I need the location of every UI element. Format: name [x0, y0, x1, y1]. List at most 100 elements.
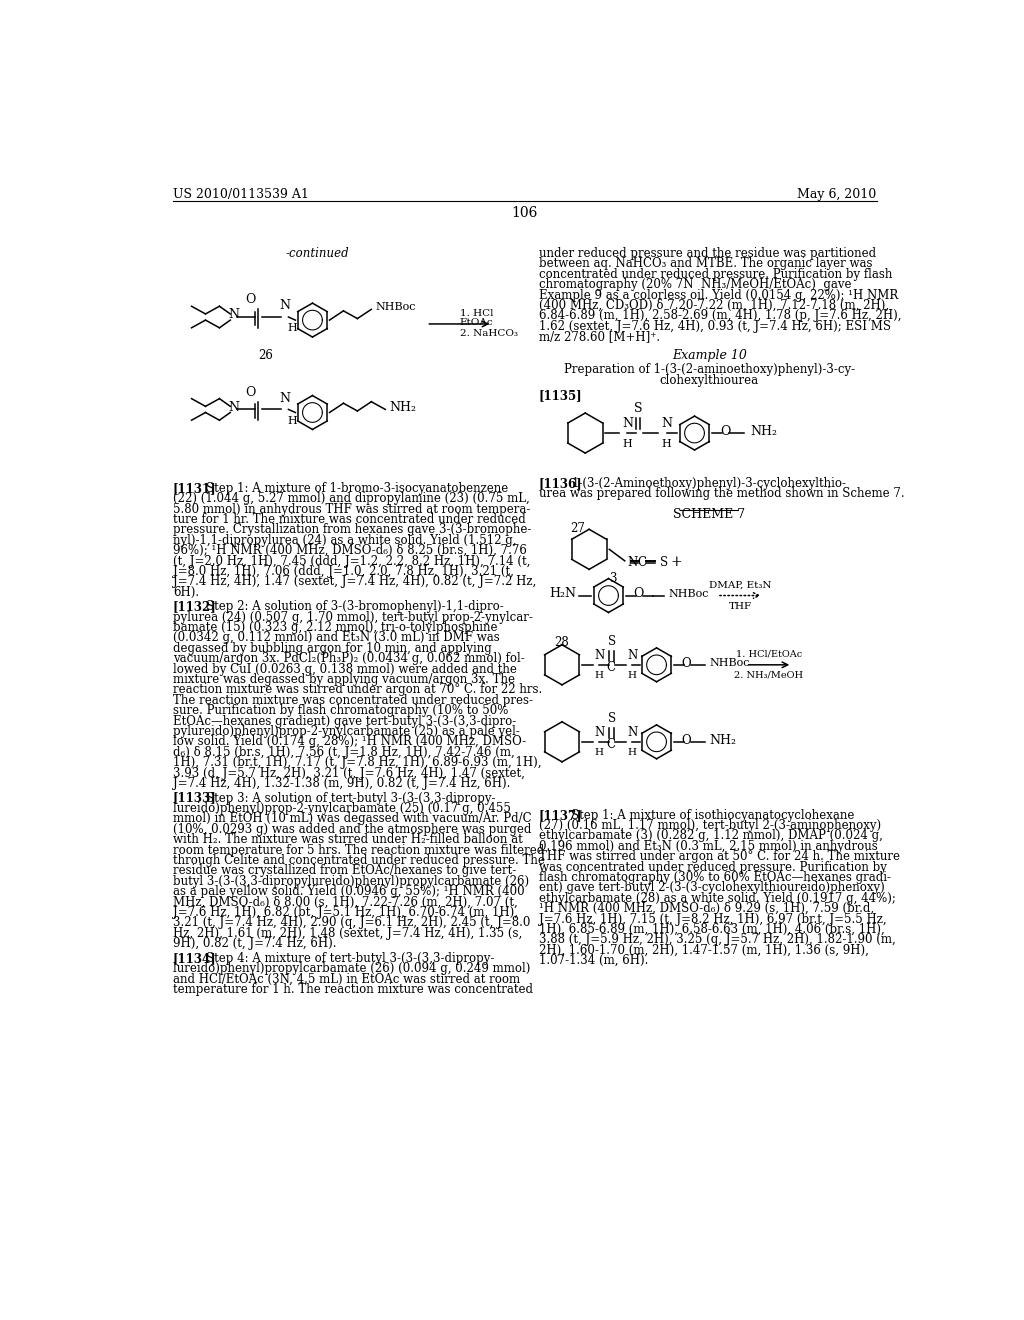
Text: J=7.4 Hz, 4H), 1.32-1.38 (m, 9H), 0.82 (t, J=7.4 Hz, 6H).: J=7.4 Hz, 4H), 1.32-1.38 (m, 9H), 0.82 (… [173, 777, 510, 789]
Text: 1. HCl: 1. HCl [460, 309, 494, 318]
Text: SCHEME 7: SCHEME 7 [673, 508, 745, 521]
Text: H: H [623, 440, 632, 449]
Text: J=7.6 Hz, 1H), 6.82 (bt, J=5.1 Hz, 1H), 6.70-6.74 (m, 1H),: J=7.6 Hz, 1H), 6.82 (bt, J=5.1 Hz, 1H), … [173, 906, 518, 919]
Text: J=7.6 Hz, 1H), 7.15 (t, J=8.2 Hz, 1H), 6.97 (br.t, J=5.5 Hz,: J=7.6 Hz, 1H), 7.15 (t, J=8.2 Hz, 1H), 6… [539, 912, 887, 925]
Text: THF was stirred under argon at 50° C. for 24 h. The mixture: THF was stirred under argon at 50° C. fo… [539, 850, 900, 863]
Text: Step 4: A mixture of tert-butyl 3-(3-(3,3-dipropy-: Step 4: A mixture of tert-butyl 3-(3-(3,… [206, 952, 494, 965]
Text: [1136]: [1136] [539, 477, 583, 490]
Text: 3.93 (d, J=5.7 Hz, 2H), 3.21 (t, J=7.6 Hz, 4H), 1.47 (sextet,: 3.93 (d, J=5.7 Hz, 2H), 3.21 (t, J=7.6 H… [173, 767, 525, 780]
Text: Example 10: Example 10 [672, 348, 746, 362]
Text: 96%); ¹H NMR (400 MHz, DMSO-d₆) δ 8.25 (br.s, 1H), 7.76: 96%); ¹H NMR (400 MHz, DMSO-d₆) δ 8.25 (… [173, 544, 526, 557]
Text: J=8.0 Hz, 1H), 7.06 (ddd, J=1.0, 2.0, 7.8 Hz, 1H), 3.21 (t,: J=8.0 Hz, 1H), 7.06 (ddd, J=1.0, 2.0, 7.… [173, 565, 514, 578]
Text: bamate (15) (0.323 g, 2.12 mmol), tri-o-tolylphosphine: bamate (15) (0.323 g, 2.12 mmol), tri-o-… [173, 622, 498, 634]
Text: residue was crystallized from EtOAc/hexanes to give tert-: residue was crystallized from EtOAc/hexa… [173, 865, 516, 878]
Text: S: S [607, 711, 615, 725]
Text: as a pale yellow solid. Yield (0.0946 g, 55%); ¹H NMR (400: as a pale yellow solid. Yield (0.0946 g,… [173, 886, 524, 898]
Text: O: O [720, 425, 731, 438]
Text: 1H), 6.85-6.89 (m, 1H), 6.58-6.63 (m, 1H), 4.06 (br.s, 1H),: 1H), 6.85-6.89 (m, 1H), 6.58-6.63 (m, 1H… [539, 923, 885, 936]
Text: EtOAc—hexanes gradient) gave tert-butyl 3-(3-(3,3-dipro-: EtOAc—hexanes gradient) gave tert-butyl … [173, 714, 516, 727]
Text: N: N [627, 556, 637, 569]
Text: pylurea (24) (0.507 g, 1.70 mmol), tert-butyl prop-2-ynylcar-: pylurea (24) (0.507 g, 1.70 mmol), tert-… [173, 611, 532, 623]
Text: ethylcarbamate (28) as a white solid. Yield (0.1917 g, 44%);: ethylcarbamate (28) as a white solid. Yi… [539, 892, 896, 904]
Text: [1133]: [1133] [173, 792, 217, 805]
Text: N: N [623, 417, 634, 430]
Text: 5.80 mmol) in anhydrous THF was stirred at room tempera-: 5.80 mmol) in anhydrous THF was stirred … [173, 503, 530, 516]
Text: H: H [288, 323, 297, 333]
Text: C: C [637, 556, 646, 569]
Text: 1.62 (sextet, J=7.6 Hz, 4H), 0.93 (t, J=7.4 Hz, 6H); ESI MS: 1.62 (sextet, J=7.6 Hz, 4H), 0.93 (t, J=… [539, 319, 891, 333]
Text: m/z 278.60 [M+H]⁺.: m/z 278.60 [M+H]⁺. [539, 330, 659, 343]
Text: low solid. Yield (0.174 g, 28%); ¹H NMR (400 MHz, DMSO-: low solid. Yield (0.174 g, 28%); ¹H NMR … [173, 735, 526, 748]
Text: urea was prepared following the method shown in Scheme 7.: urea was prepared following the method s… [539, 487, 904, 500]
Text: S: S [607, 635, 615, 648]
Text: C: C [606, 738, 615, 751]
Text: vacuum/argon 3x. PdCl₂(Ph₃P)₂ (0.0434 g, 0.062 mmol) fol-: vacuum/argon 3x. PdCl₂(Ph₃P)₂ (0.0434 g,… [173, 652, 524, 665]
Text: 1. HCl/EtOAc: 1. HCl/EtOAc [736, 649, 802, 659]
Text: May 6, 2010: May 6, 2010 [798, 187, 877, 201]
Text: chromatography (20% 7N  NH₃/MeOH/EtOAc)  gave: chromatography (20% 7N NH₃/MeOH/EtOAc) g… [539, 279, 851, 292]
Text: Step 2: A solution of 3-(3-bromophenyl)-1,1-dipro-: Step 2: A solution of 3-(3-bromophenyl)-… [206, 601, 503, 614]
Text: The reaction mixture was concentrated under reduced pres-: The reaction mixture was concentrated un… [173, 694, 532, 706]
Text: 2H), 1.60-1.70 (m, 2H), 1.47-1.57 (m, 1H), 1.36 (s, 9H),: 2H), 1.60-1.70 (m, 2H), 1.47-1.57 (m, 1H… [539, 944, 868, 957]
Text: clohexylthiourea: clohexylthiourea [659, 374, 759, 387]
Text: (t, J=2.0 Hz, 1H), 7.45 (ddd, J=1.2, 2.2, 8.2 Hz, 1H), 7.14 (t,: (t, J=2.0 Hz, 1H), 7.45 (ddd, J=1.2, 2.2… [173, 554, 530, 568]
Text: temperature for 1 h. The reaction mixture was concentrated: temperature for 1 h. The reaction mixtur… [173, 983, 532, 995]
Text: MHz, DMSO-d₆) δ 8.00 (s, 1H), 7.22-7.26 (m, 2H), 7.07 (t,: MHz, DMSO-d₆) δ 8.00 (s, 1H), 7.22-7.26 … [173, 895, 518, 908]
Text: THF: THF [729, 602, 752, 611]
Text: H: H [627, 748, 636, 756]
Text: DMAP, Et₃N: DMAP, Et₃N [709, 581, 771, 589]
Text: N: N [228, 400, 239, 413]
Text: Step 1: A mixture of isothiocyanatocyclohexane: Step 1: A mixture of isothiocyanatocyclo… [571, 809, 855, 821]
Text: N: N [228, 308, 239, 321]
Text: Preparation of 1-(3-(2-aminoethoxy)phenyl)-3-cy-: Preparation of 1-(3-(2-aminoethoxy)pheny… [563, 363, 855, 376]
Text: and HCl/EtOAc (3N, 4.5 mL) in EtOAc was stirred at room: and HCl/EtOAc (3N, 4.5 mL) in EtOAc was … [173, 973, 520, 986]
Text: 1.07-1.34 (m, 6H).: 1.07-1.34 (m, 6H). [539, 954, 648, 968]
Text: pressure. Crystallization from hexanes gave 3-(3-bromophe-: pressure. Crystallization from hexanes g… [173, 524, 531, 536]
Text: between aq. NaHCO₃ and MTBE. The organic layer was: between aq. NaHCO₃ and MTBE. The organic… [539, 257, 872, 271]
Text: 26: 26 [258, 350, 273, 363]
Text: room temperature for 5 hrs. The reaction mixture was filtered: room temperature for 5 hrs. The reaction… [173, 843, 544, 857]
Text: under reduced pressure and the residue was partitioned: under reduced pressure and the residue w… [539, 247, 876, 260]
Text: C: C [606, 660, 615, 673]
Text: pylureido)phenyl)prop-2-ynylcarbamate (25) as a pale yel-: pylureido)phenyl)prop-2-ynylcarbamate (2… [173, 725, 520, 738]
Text: Step 3: A solution of tert-butyl 3-(3-(3,3-dipropy-: Step 3: A solution of tert-butyl 3-(3-(3… [206, 792, 495, 805]
Text: H: H [288, 416, 297, 425]
Text: flash chromatography (30% to 60% EtOAc—hexanes gradi-: flash chromatography (30% to 60% EtOAc—h… [539, 871, 891, 884]
Text: 28: 28 [555, 635, 569, 648]
Text: through Celite and concentrated under reduced pressure. The: through Celite and concentrated under re… [173, 854, 545, 867]
Text: 6H).: 6H). [173, 586, 199, 599]
Text: 2. NH₃/MeOH: 2. NH₃/MeOH [734, 671, 804, 680]
Text: N: N [662, 417, 672, 430]
Text: [1132]: [1132] [173, 601, 217, 614]
Text: [1131]: [1131] [173, 482, 216, 495]
Text: 3: 3 [608, 573, 616, 586]
Text: was concentrated under reduced pressure. Purification by: was concentrated under reduced pressure.… [539, 861, 887, 874]
Text: Hz, 2H), 1.61 (m, 2H), 1.48 (sextet, J=7.4 Hz, 4H), 1.35 (s,: Hz, 2H), 1.61 (m, 2H), 1.48 (sextet, J=7… [173, 927, 522, 940]
Text: S: S [634, 401, 642, 414]
Text: mixture was degassed by applying vacuum/argon 3x. The: mixture was degassed by applying vacuum/… [173, 673, 515, 686]
Text: Step 1: A mixture of 1-bromo-3-isocyanatobenzene: Step 1: A mixture of 1-bromo-3-isocyanat… [206, 482, 508, 495]
Text: J=7.4 Hz, 4H), 1.47 (sextet, J=7.4 Hz, 4H), 0.82 (t, J=7.2 Hz,: J=7.4 Hz, 4H), 1.47 (sextet, J=7.4 Hz, 4… [173, 576, 537, 589]
Text: 9H), 0.82 (t, J=7.4 Hz, 6H).: 9H), 0.82 (t, J=7.4 Hz, 6H). [173, 937, 337, 950]
Text: 2. NaHCO₃: 2. NaHCO₃ [460, 330, 518, 338]
Text: 106: 106 [512, 206, 538, 220]
Text: H: H [662, 440, 671, 449]
Text: S: S [660, 556, 669, 569]
Text: +: + [671, 556, 682, 569]
Text: (0.0342 g, 0.112 mmol) and Et₃N (3.0 mL) in DMF was: (0.0342 g, 0.112 mmol) and Et₃N (3.0 mL)… [173, 631, 500, 644]
Text: N: N [595, 726, 605, 739]
Text: N: N [280, 392, 291, 405]
Text: 27: 27 [570, 523, 585, 536]
Text: d₆) δ 8.15 (br.s, 1H), 7.56 (t, J=1.8 Hz, 1H), 7.42-7.46 (m,: d₆) δ 8.15 (br.s, 1H), 7.56 (t, J=1.8 Hz… [173, 746, 515, 759]
Text: concentrated under reduced pressure. Purification by flash: concentrated under reduced pressure. Pur… [539, 268, 892, 281]
Text: NHBoc: NHBoc [710, 659, 750, 668]
Text: 1-(3-(2-Aminoethoxy)phenyl)-3-cyclohexylthio-: 1-(3-(2-Aminoethoxy)phenyl)-3-cyclohexyl… [571, 477, 846, 490]
Text: with H₂. The mixture was stirred under H₂-filled balloon at: with H₂. The mixture was stirred under H… [173, 833, 522, 846]
Text: H: H [627, 671, 636, 680]
Text: H: H [595, 671, 603, 680]
Text: 0.196 mmol) and Et₃N (0.3 mL, 2.15 mmol) in anhydrous: 0.196 mmol) and Et₃N (0.3 mL, 2.15 mmol)… [539, 840, 878, 853]
Text: NHBoc: NHBoc [669, 589, 710, 599]
Text: O: O [246, 385, 256, 399]
Text: -continued: -continued [286, 247, 349, 260]
Text: N: N [595, 648, 605, 661]
